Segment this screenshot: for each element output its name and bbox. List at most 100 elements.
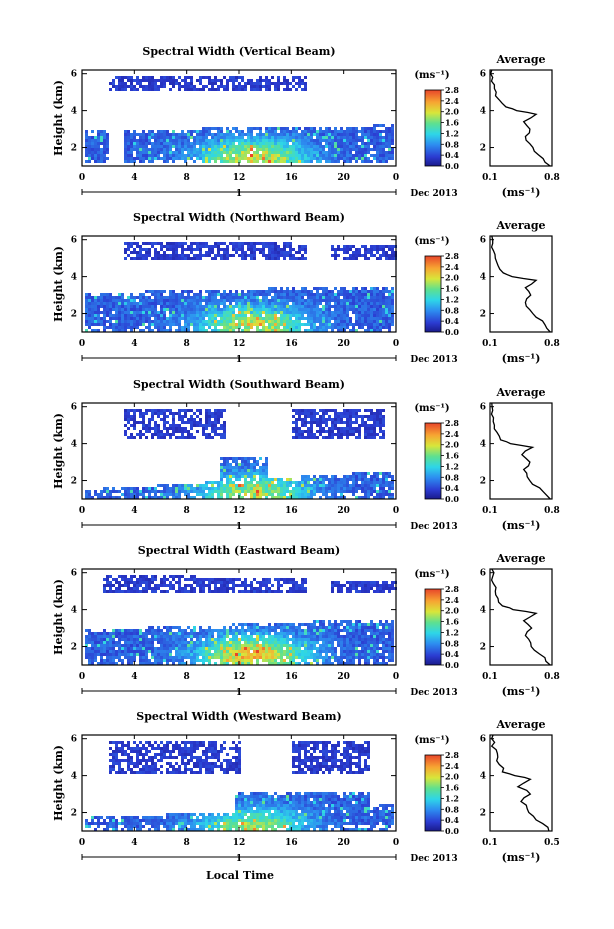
heatmap-cell bbox=[112, 644, 115, 647]
heatmap-cell bbox=[367, 305, 370, 308]
heatmap-cell bbox=[187, 130, 190, 133]
heatmap-cell bbox=[364, 151, 367, 154]
heatmap-cell bbox=[175, 139, 178, 142]
heatmap-cell bbox=[181, 326, 184, 329]
heatmap-cell bbox=[244, 302, 247, 305]
heatmap-cell bbox=[238, 490, 241, 493]
heatmap-cell bbox=[151, 320, 154, 323]
heatmap-cell bbox=[304, 412, 307, 415]
heatmap-cell bbox=[286, 142, 289, 145]
heatmap-cell bbox=[292, 254, 295, 257]
heatmap-cell bbox=[271, 484, 274, 487]
heatmap-cell bbox=[286, 305, 289, 308]
heatmap-cell bbox=[223, 635, 226, 638]
heatmap-cell bbox=[346, 293, 349, 296]
heatmap-cell bbox=[208, 578, 211, 581]
heatmap-cell bbox=[97, 323, 100, 326]
heatmap-cell bbox=[181, 136, 184, 139]
heatmap-cell bbox=[157, 433, 160, 436]
heatmap-cell bbox=[289, 323, 292, 326]
heatmap-cell bbox=[118, 323, 121, 326]
heatmap-cell bbox=[235, 157, 238, 160]
heatmap-cell bbox=[184, 302, 187, 305]
heatmap-cell bbox=[253, 305, 256, 308]
heatmap-cell bbox=[238, 154, 241, 157]
y-axis-label: Height (km) bbox=[52, 80, 65, 156]
heatmap-cell bbox=[106, 136, 109, 139]
heatmap-cell bbox=[307, 136, 310, 139]
heatmap-cell bbox=[325, 484, 328, 487]
heatmap-cell bbox=[283, 323, 286, 326]
heatmap-cell bbox=[316, 487, 319, 490]
heatmap-cell bbox=[295, 311, 298, 314]
heatmap-cell bbox=[352, 427, 355, 430]
heatmap-cell bbox=[184, 412, 187, 415]
heatmap-cell bbox=[316, 130, 319, 133]
heatmap-cell bbox=[346, 160, 349, 163]
heatmap-cell bbox=[373, 481, 376, 484]
heatmap-cell bbox=[244, 154, 247, 157]
heatmap-cell bbox=[265, 79, 268, 82]
heatmap-cell bbox=[226, 293, 229, 296]
heatmap-cell bbox=[259, 127, 262, 130]
heatmap-cell bbox=[337, 329, 340, 332]
heatmap-cell bbox=[262, 290, 265, 293]
heatmap-cell bbox=[367, 127, 370, 130]
heatmap-cell bbox=[130, 136, 133, 139]
heatmap-cell bbox=[217, 320, 220, 323]
heatmap-cell bbox=[295, 154, 298, 157]
heatmap-cell bbox=[247, 475, 250, 478]
heatmap-cell bbox=[274, 157, 277, 160]
heatmap-cell bbox=[163, 130, 166, 133]
heatmap-cell bbox=[148, 314, 151, 317]
heatmap-cell bbox=[139, 653, 142, 656]
heatmap-cell bbox=[169, 635, 172, 638]
heatmap-cell bbox=[286, 311, 289, 314]
panel-1: Spectral Width (Vertical Beam)0 4 8 12 16 20 0… bbox=[52, 45, 560, 199]
heatmap-cell bbox=[163, 151, 166, 154]
heatmap-cell bbox=[310, 139, 313, 142]
heatmap-cell bbox=[247, 302, 250, 305]
heatmap-cell bbox=[172, 644, 175, 647]
heatmap-cell bbox=[145, 136, 148, 139]
heatmap-cell bbox=[307, 308, 310, 311]
heatmap-cell bbox=[154, 133, 157, 136]
heatmap-cell bbox=[355, 490, 358, 493]
heatmap-cell bbox=[196, 293, 199, 296]
heatmap-cell bbox=[349, 490, 352, 493]
heatmap-cell bbox=[157, 436, 160, 439]
heatmap-cell bbox=[346, 481, 349, 484]
heatmap-cell bbox=[316, 418, 319, 421]
heatmap-cell bbox=[349, 245, 352, 248]
heatmap-cell bbox=[190, 433, 193, 436]
heatmap-cell bbox=[289, 245, 292, 248]
heatmap-cell bbox=[331, 436, 334, 439]
heatmap-cell bbox=[253, 472, 256, 475]
heatmap-cell bbox=[349, 421, 352, 424]
heatmap-cell bbox=[166, 308, 169, 311]
heatmap-cell bbox=[178, 662, 181, 665]
heatmap-cell bbox=[163, 82, 166, 85]
heatmap-cell bbox=[262, 487, 265, 490]
heatmap-cell bbox=[154, 433, 157, 436]
heatmap-cell bbox=[166, 584, 169, 587]
heatmap-cell bbox=[160, 412, 163, 415]
heatmap-cell bbox=[148, 629, 151, 632]
heatmap-cell bbox=[370, 142, 373, 145]
heatmap-cell bbox=[115, 323, 118, 326]
heatmap-cell bbox=[319, 302, 322, 305]
heatmap-cell bbox=[340, 127, 343, 130]
heatmap-cell bbox=[301, 478, 304, 481]
heatmap-cell bbox=[361, 136, 364, 139]
heatmap-cell bbox=[142, 493, 145, 496]
heatmap-cell bbox=[295, 296, 298, 299]
heatmap-cell bbox=[88, 326, 91, 329]
heatmap-cell bbox=[292, 415, 295, 418]
heatmap-cell bbox=[127, 245, 130, 248]
heatmap-cell bbox=[88, 662, 91, 665]
heatmap-cell bbox=[175, 308, 178, 311]
heatmap-cell bbox=[235, 139, 238, 142]
heatmap-cell bbox=[169, 157, 172, 160]
heatmap-cell bbox=[151, 647, 154, 650]
heatmap-cell bbox=[145, 487, 148, 490]
